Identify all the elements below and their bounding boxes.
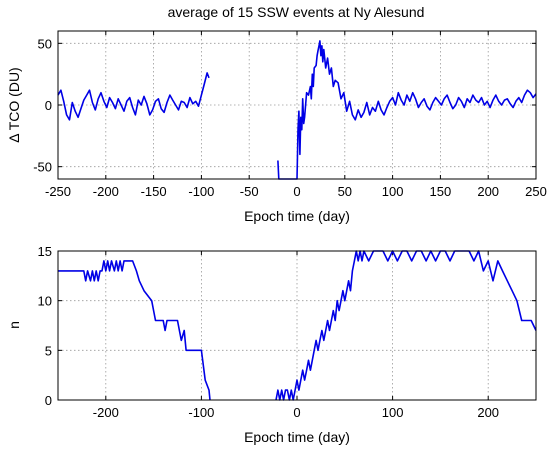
x-tick-label: 50: [338, 184, 352, 199]
y-tick-label: 10: [38, 294, 52, 309]
x-tick-label: -100: [188, 184, 214, 199]
x-tick-label: -200: [93, 184, 119, 199]
x-tick-label: 150: [430, 184, 452, 199]
ozone-anomaly-panel: -250 -200 -150 -100 -50 0 50 100 150 200 250 50 0 -50…: [6, 30, 547, 224]
x-axis-label-bottom: Epoch time (day): [244, 429, 350, 445]
y-axis-label-bottom: n: [6, 321, 22, 329]
ozone-anomaly-line-2: [277, 40, 537, 180]
event-count-line-2: [275, 250, 537, 401]
x-tick-label: -100: [188, 405, 214, 420]
x-tick-label: -50: [240, 184, 259, 199]
event-count-line-1: [58, 260, 211, 401]
x-tick-label: 200: [477, 184, 499, 199]
y-tick-label: 0: [45, 98, 52, 113]
ozone-anomaly-line-1: [57, 72, 210, 121]
x-axis-label-top: Epoch time (day): [244, 208, 350, 224]
x-tick-label: 100: [382, 405, 404, 420]
plot-frame-top: [57, 30, 537, 180]
y-tick-label: 15: [38, 244, 52, 259]
y-tick-label: 50: [38, 36, 52, 51]
x-tick-label: 200: [477, 405, 499, 420]
y-tick-label: -50: [33, 160, 52, 175]
x-tick-label: 100: [382, 184, 404, 199]
y-axis-label-top: Δ TCO (DU): [6, 67, 22, 142]
chart-title: average of 15 SSW events at Ny Alesund: [168, 4, 425, 20]
y-tick-label: 0: [45, 393, 52, 408]
x-tick-label: -150: [141, 184, 167, 199]
x-tick-label: 0: [293, 184, 300, 199]
event-count-panel: -200 -100 0 100 200 15 10 5 0 Epoch time (day) n: [6, 244, 537, 445]
y-tick-label: 5: [45, 343, 52, 358]
x-tick-label: 0: [293, 405, 300, 420]
plot-frame-bottom: [57, 250, 537, 401]
x-tick-label: 250: [525, 184, 547, 199]
x-tick-label: -250: [45, 184, 71, 199]
x-tick-label: -200: [93, 405, 119, 420]
